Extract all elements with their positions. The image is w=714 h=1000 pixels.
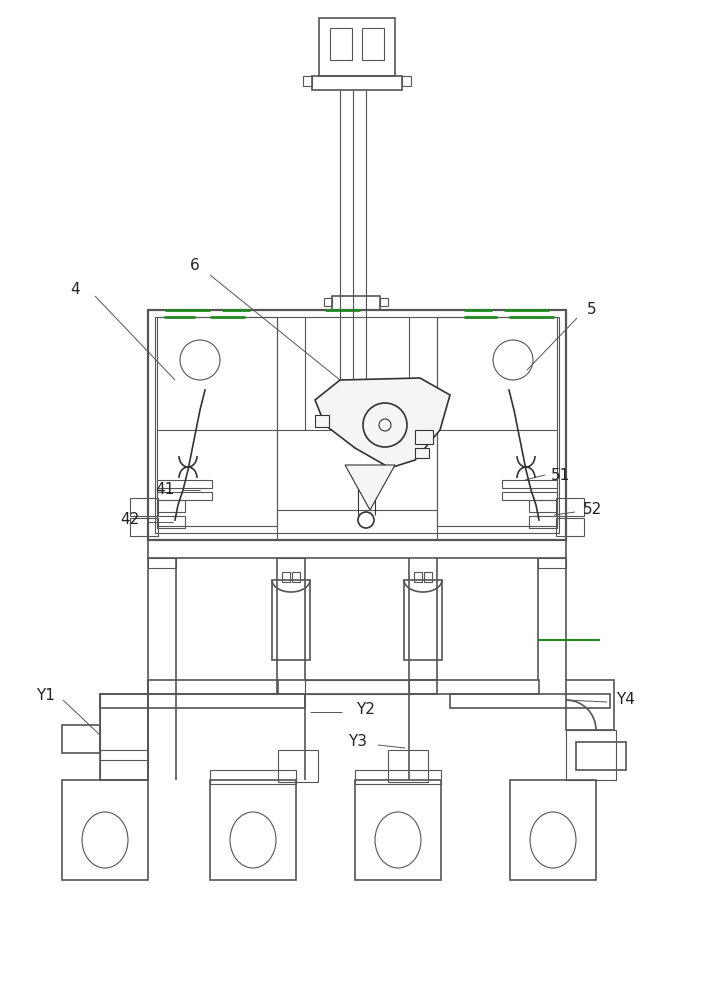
Text: Y2: Y2 xyxy=(356,702,374,718)
Bar xyxy=(437,317,557,526)
Bar xyxy=(415,430,433,444)
Bar xyxy=(130,518,158,536)
Bar xyxy=(362,28,384,60)
Text: 42: 42 xyxy=(121,512,140,528)
Bar xyxy=(62,780,148,880)
Bar xyxy=(100,750,148,760)
Bar xyxy=(355,780,441,880)
Bar xyxy=(148,680,278,694)
Bar xyxy=(424,572,432,582)
Bar xyxy=(538,558,566,568)
Bar xyxy=(282,572,290,582)
Text: 41: 41 xyxy=(156,483,175,497)
Bar xyxy=(324,298,332,306)
Bar xyxy=(157,516,185,528)
Bar xyxy=(62,725,100,753)
Bar xyxy=(210,770,296,784)
Bar xyxy=(380,298,388,306)
Bar xyxy=(414,572,422,582)
Bar xyxy=(502,480,557,488)
Bar xyxy=(332,296,380,310)
Text: Y3: Y3 xyxy=(348,734,368,750)
Bar xyxy=(272,580,310,660)
Bar xyxy=(529,516,557,528)
Bar xyxy=(330,28,352,60)
Bar xyxy=(100,694,148,780)
Text: 5: 5 xyxy=(587,302,597,318)
Bar xyxy=(510,780,596,880)
Bar xyxy=(157,317,277,526)
Text: 51: 51 xyxy=(550,468,570,483)
Bar xyxy=(157,492,212,500)
Bar xyxy=(450,694,610,708)
Text: 52: 52 xyxy=(583,502,602,518)
Bar xyxy=(148,558,176,568)
Bar xyxy=(556,518,584,536)
Bar xyxy=(155,317,559,533)
Bar xyxy=(305,680,409,694)
Bar xyxy=(388,750,428,782)
Bar xyxy=(210,780,296,880)
Text: 6: 6 xyxy=(190,257,200,272)
Bar xyxy=(277,680,437,694)
Bar xyxy=(157,480,212,488)
Bar xyxy=(315,415,329,427)
Bar xyxy=(278,750,318,782)
Bar xyxy=(529,500,557,512)
Bar xyxy=(556,498,584,516)
Bar xyxy=(312,76,402,90)
Polygon shape xyxy=(315,378,450,468)
Bar xyxy=(292,572,300,582)
Bar xyxy=(502,492,557,500)
Bar xyxy=(148,540,566,558)
Polygon shape xyxy=(345,465,395,510)
Bar xyxy=(100,694,305,708)
Text: 4: 4 xyxy=(70,282,80,298)
Bar xyxy=(566,730,616,780)
Bar xyxy=(566,680,614,730)
Bar xyxy=(404,580,442,660)
Bar xyxy=(402,76,411,86)
Bar xyxy=(157,500,185,512)
Bar xyxy=(303,76,312,86)
Text: Y4: Y4 xyxy=(615,692,635,708)
Text: Y1: Y1 xyxy=(36,688,54,702)
Bar xyxy=(415,448,429,458)
Bar xyxy=(148,310,566,540)
Bar xyxy=(355,770,441,784)
Bar xyxy=(130,498,158,516)
Bar xyxy=(409,680,539,694)
Bar xyxy=(576,742,626,770)
Bar xyxy=(319,18,395,76)
